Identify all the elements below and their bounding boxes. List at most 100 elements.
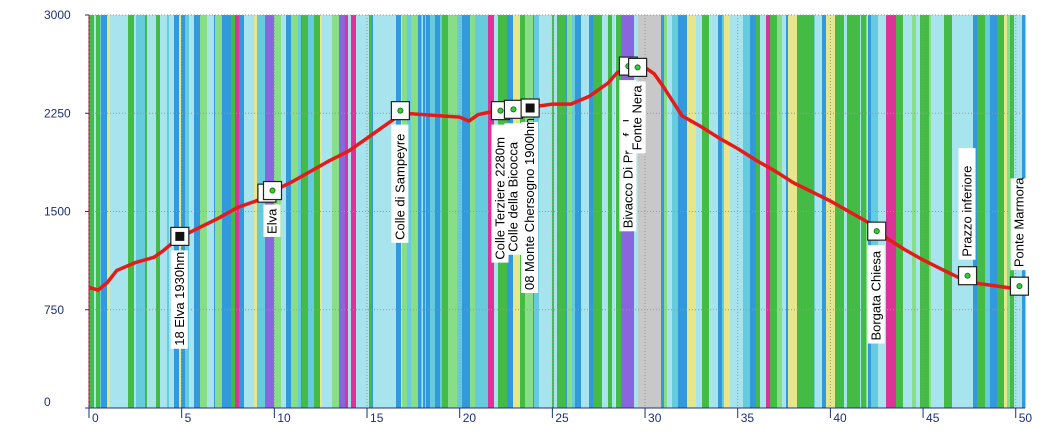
terrain-stripe bbox=[160, 15, 168, 408]
waypoint-marker-dot bbox=[964, 272, 971, 279]
terrain-stripe bbox=[254, 15, 258, 408]
waypoint-marker-dot bbox=[873, 228, 880, 235]
waypoint-label-box bbox=[867, 245, 885, 344]
x-tick-label: 50 bbox=[1019, 411, 1033, 425]
waypoint-marker-dot bbox=[397, 107, 404, 114]
terrain-stripe bbox=[430, 15, 436, 408]
terrain-stripe bbox=[356, 15, 365, 408]
waypoint-label: Elva bbox=[264, 208, 279, 234]
x-tick-label: 20 bbox=[463, 411, 477, 425]
terrain-stripe bbox=[593, 15, 603, 408]
terrain-stripe bbox=[207, 15, 210, 408]
terrain-stripe bbox=[929, 15, 932, 408]
terrain-stripe bbox=[440, 15, 443, 408]
waypoint-label-box bbox=[491, 124, 509, 263]
terrain-stripe bbox=[878, 15, 887, 408]
waypoint-marker-dot bbox=[634, 64, 641, 71]
waypoint-marker-fill bbox=[525, 103, 535, 113]
terrain-stripe bbox=[369, 15, 373, 408]
terrain-stripe bbox=[181, 15, 186, 408]
terrain-stripe bbox=[384, 15, 387, 408]
terrain-stripe bbox=[169, 15, 175, 408]
terrain-stripe bbox=[997, 15, 1005, 408]
terrain-stripe bbox=[931, 15, 939, 408]
terrain-stripe bbox=[782, 15, 787, 408]
terrain-stripe bbox=[916, 15, 921, 408]
x-tick-label: 5 bbox=[185, 411, 192, 425]
terrain-stripe bbox=[442, 15, 449, 408]
waypoint-label: Prazzo inferiore bbox=[960, 166, 975, 257]
x-tick-label: 35 bbox=[741, 411, 755, 425]
x-tick-label: 25 bbox=[555, 411, 569, 425]
terrain-stripe bbox=[411, 15, 419, 408]
terrain-stripe bbox=[672, 15, 679, 408]
x-tick-label: 45 bbox=[926, 411, 940, 425]
x-tick-label: 0 bbox=[92, 411, 99, 425]
terrain-stripe bbox=[990, 15, 998, 408]
terrain-stripe bbox=[572, 15, 576, 408]
terrain-stripe bbox=[640, 15, 648, 408]
terrain-stripe bbox=[977, 15, 986, 408]
terrain-stripe bbox=[819, 15, 823, 408]
terrain-stripe bbox=[239, 15, 245, 408]
terrain-stripe bbox=[678, 15, 688, 408]
terrain-stripe bbox=[608, 15, 613, 408]
terrain-stripe bbox=[147, 15, 157, 408]
terrain-stripe bbox=[372, 15, 374, 408]
waypoint-label-box bbox=[263, 204, 281, 237]
terrain-stripe bbox=[407, 15, 412, 408]
terrain-stripe bbox=[421, 15, 423, 408]
terrain-stripe bbox=[920, 15, 930, 408]
terrain-stripe bbox=[722, 15, 725, 408]
y-tick-label: 1500 bbox=[44, 205, 71, 219]
waypoint-label-box bbox=[391, 124, 409, 243]
terrain-stripe bbox=[552, 15, 555, 408]
terrain-stripe bbox=[89, 15, 95, 408]
waypoint-label-box bbox=[1010, 178, 1028, 271]
terrain-stripe bbox=[301, 15, 303, 408]
terrain-stripe bbox=[320, 15, 323, 408]
terrain-stripe bbox=[724, 15, 731, 408]
terrain-stripe bbox=[247, 15, 255, 408]
terrain-stripe bbox=[186, 15, 190, 408]
terrain-stripe bbox=[687, 15, 697, 408]
terrain-stripe bbox=[766, 15, 771, 408]
waypoint-label: Colle della Bicocca bbox=[505, 141, 520, 252]
terrain-stripe bbox=[348, 15, 351, 408]
terrain-stripe bbox=[835, 15, 842, 408]
terrain-stripe bbox=[647, 15, 656, 408]
terrain-stripe bbox=[462, 15, 471, 408]
terrain-stripe bbox=[797, 15, 807, 408]
x-tick-label: 40 bbox=[833, 411, 847, 425]
terrain-stripe bbox=[871, 15, 879, 408]
waypoint-marker-dot bbox=[510, 106, 517, 113]
waypoint-marker-fill bbox=[175, 231, 185, 241]
terrain-stripe bbox=[345, 15, 349, 408]
terrain-stripe bbox=[841, 15, 843, 408]
terrain-stripe bbox=[806, 15, 815, 408]
waypoint-label-box bbox=[628, 81, 646, 154]
terrain-stripe bbox=[107, 15, 111, 408]
x-tick-label: 30 bbox=[648, 411, 662, 425]
terrain-stripe bbox=[887, 15, 897, 408]
terrain-stripe bbox=[331, 15, 333, 408]
terrain-stripe bbox=[852, 15, 855, 408]
waypoint-label: Colle Terziere 2280m bbox=[492, 137, 507, 260]
terrain-stripe bbox=[941, 15, 945, 408]
terrain-stripe bbox=[750, 15, 757, 408]
terrain-stripe bbox=[100, 15, 102, 408]
waypoint-marker-dot bbox=[269, 187, 276, 194]
terrain-stripe bbox=[222, 15, 232, 408]
terrain-stripe bbox=[915, 15, 917, 408]
terrain-stripe bbox=[655, 15, 657, 408]
x-tick-label: 10 bbox=[277, 411, 291, 425]
terrain-stripe bbox=[667, 15, 673, 408]
terrain-stripe bbox=[457, 15, 463, 408]
waypoint-label: Borgata Chiesa bbox=[869, 250, 884, 340]
terrain-stripe bbox=[947, 15, 953, 408]
terrain-stripe bbox=[638, 15, 641, 408]
terrain-stripe bbox=[615, 15, 617, 408]
terrain-stripe bbox=[167, 15, 170, 408]
